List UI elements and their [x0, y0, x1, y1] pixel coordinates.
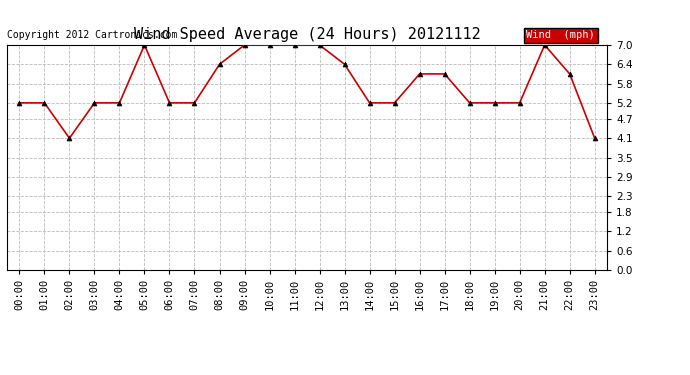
Text: Copyright 2012 Cartronics.com: Copyright 2012 Cartronics.com	[7, 30, 177, 40]
Text: Wind  (mph): Wind (mph)	[526, 30, 595, 40]
Title: Wind Speed Average (24 Hours) 20121112: Wind Speed Average (24 Hours) 20121112	[134, 27, 480, 42]
